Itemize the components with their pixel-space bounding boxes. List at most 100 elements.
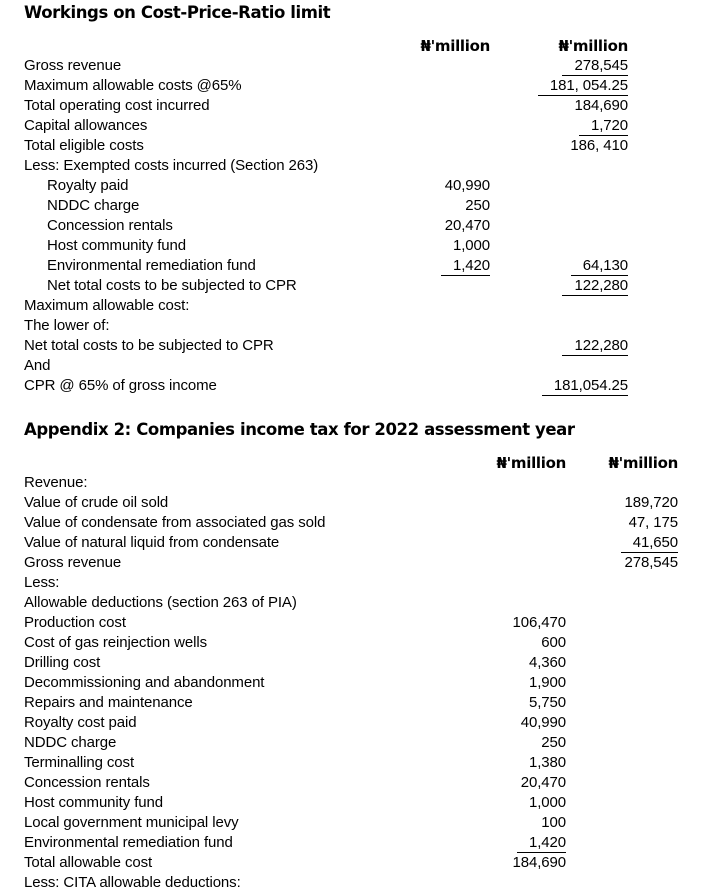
table-row: Gross revenue 278,545 [24, 56, 704, 76]
table-row: Local government municipal levy 100 [24, 813, 704, 833]
amount-cell: 40,990 [404, 713, 566, 733]
amount-cell: 1,420 [404, 833, 566, 853]
row-label: Concession rentals [24, 774, 150, 791]
amount-cell: 250 [404, 733, 566, 753]
amount-value: 47, 175 [628, 514, 678, 531]
amount-cell: 106,470 [404, 613, 566, 633]
amount-cell: 278,545 [566, 553, 678, 573]
table-row: Environmental remediation fund 1,420 64,13… [24, 256, 704, 276]
amount-cell: 1,720 [490, 116, 628, 136]
row-label: Host community fund [24, 794, 163, 811]
amount-cell: 181,054.25 [490, 376, 628, 396]
amount-cell: 278,545 [490, 56, 628, 76]
amount-cell: 184,690 [490, 96, 628, 116]
row-label: Maximum allowable costs @65% [24, 77, 242, 94]
table-row: Total eligible costs 186, 410 [24, 136, 704, 156]
amount-value: 20,470 [444, 217, 490, 234]
amount-value: 181, 054.25 [537, 77, 628, 96]
table-row: Allowable deductions (section 263 of PIA… [24, 593, 704, 613]
cpr-workings-rows: Gross revenue 278,545 Maximum allowable co… [24, 56, 704, 396]
amount-cell: 1,380 [404, 753, 566, 773]
row-label: Total allowable cost [24, 854, 153, 871]
amount-value: 40,990 [520, 714, 566, 731]
amount-cell: 41,650 [566, 533, 678, 553]
amount-cell: 1,000 [364, 236, 490, 256]
amount-value: 40,990 [444, 177, 490, 194]
table-row: And [24, 356, 704, 376]
table-row: Net total costs to be subjected to CPR 12… [24, 276, 704, 296]
row-label: Less: [24, 574, 60, 591]
table-row: Revenue: [24, 473, 704, 493]
amount-value: 5,750 [528, 694, 566, 711]
row-label: Value of natural liquid from condensate [24, 534, 280, 551]
amount-cell: 4,360 [404, 653, 566, 673]
amount-value: 122,280 [562, 337, 628, 356]
table-row: Decommissioning and abandonment 1,900 [24, 673, 704, 693]
table-row: Concession rentals 20,470 [24, 216, 704, 236]
row-label: Drilling cost [24, 654, 101, 671]
amount-cell: 100 [404, 813, 566, 833]
amount-cell: 250 [364, 196, 490, 216]
table-row: Cost of gas reinjection wells 600 [24, 633, 704, 653]
cpr-workings-section: Workings on Cost-Price-Ratio limit ₦'mil… [24, 4, 704, 396]
amount-value: 184,690 [574, 97, 628, 114]
amount-value: 41,650 [620, 534, 678, 553]
amount-value: 106,470 [512, 614, 566, 631]
amount-value: 122,280 [562, 277, 628, 296]
amount-value: 64,130 [570, 257, 628, 276]
amount-cell: 181, 054.25 [490, 76, 628, 96]
row-label: Gross revenue [24, 57, 122, 74]
row-label: CPR @ 65% of gross income [24, 377, 217, 394]
row-label: Cost of gas reinjection wells [24, 634, 208, 651]
amount-value: 1,420 [440, 257, 490, 276]
table-row: Maximum allowable costs @65% 181, 054.25 [24, 76, 704, 96]
row-label: Environmental remediation fund [47, 257, 256, 274]
amount-cell: 5,750 [404, 693, 566, 713]
row-label: Gross revenue [24, 554, 122, 571]
table-row: Value of crude oil sold 189,720 [24, 493, 704, 513]
amount-cell: 189,720 [566, 493, 678, 513]
appendix2-rows: Revenue: Value of crude oil sold 189,720 Va… [24, 473, 704, 890]
table-row: Host community fund 1,000 [24, 236, 704, 256]
row-label: Value of condensate from associated gas … [24, 514, 326, 531]
table-row: Total operating cost incurred 184,690 [24, 96, 704, 116]
row-label: Production cost [24, 614, 126, 631]
amount-value: 4,360 [528, 654, 566, 671]
row-label: Less: CITA allowable deductions: [24, 874, 241, 890]
amount-cell: 1,000 [404, 793, 566, 813]
amount-cell: 64,130 [490, 256, 628, 276]
amount-value: 100 [541, 814, 566, 831]
row-label: Total operating cost incurred [24, 97, 210, 114]
amount-value: 1,900 [528, 674, 566, 691]
amount-cell: 20,470 [404, 773, 566, 793]
table-row: Drilling cost 4,360 [24, 653, 704, 673]
amount-value: 1,420 [516, 834, 566, 853]
amount-cell: 40,990 [364, 176, 490, 196]
row-label: Local government municipal levy [24, 814, 239, 831]
amount-cell: 122,280 [490, 276, 628, 296]
amount-value: 20,470 [520, 774, 566, 791]
amount-value: 1,000 [528, 794, 566, 811]
amount-value: 1,720 [578, 117, 628, 136]
table-row: Less: CITA allowable deductions: [24, 873, 704, 890]
row-label: Total eligible costs [24, 137, 144, 154]
table-row: Royalty cost paid 40,990 [24, 713, 704, 733]
amount-value: 1,380 [528, 754, 566, 771]
table-row: Terminalling cost 1,380 [24, 753, 704, 773]
table-row: Maximum allowable cost: [24, 296, 704, 316]
table-row: Less: [24, 573, 704, 593]
row-label: Net total costs to be subjected to CPR [47, 277, 297, 294]
amount-value: 189,720 [624, 494, 678, 511]
amount-cell: 47, 175 [566, 513, 678, 533]
table-row: Concession rentals 20,470 [24, 773, 704, 793]
amount-cell: 20,470 [364, 216, 490, 236]
table-row: Gross revenue 278,545 [24, 553, 704, 573]
row-label: Maximum allowable cost: [24, 297, 190, 314]
amount-value: 278,545 [624, 554, 678, 571]
row-label: Revenue: [24, 474, 88, 491]
row-label: The lower of: [24, 317, 110, 334]
table-row: Net total costs to be subjected to CPR 12… [24, 336, 704, 356]
row-label: Host community fund [47, 237, 186, 254]
table-header-row: ₦'million ₦'million [24, 36, 704, 56]
column-header-nmillion-2: ₦'million [608, 454, 678, 472]
